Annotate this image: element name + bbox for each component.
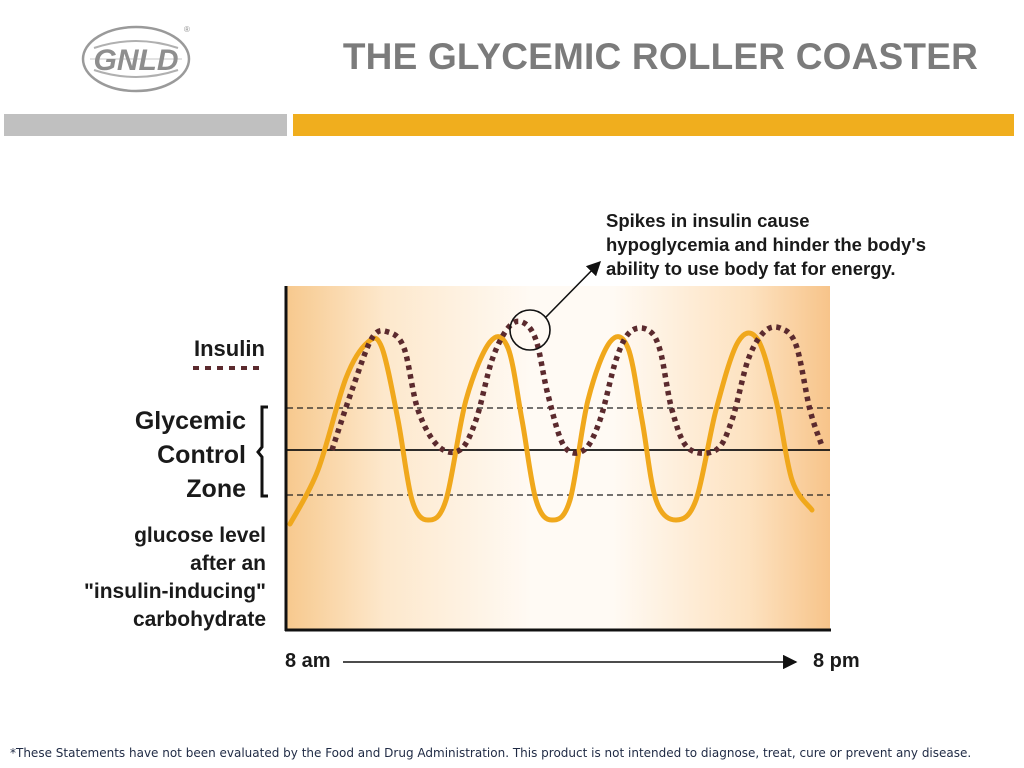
zone-label-line-1: Glycemic (134, 407, 246, 435)
fda-disclaimer: *These Statements have not been evaluate… (10, 746, 972, 760)
insulin-spike-callout: Spikes in insulin cause hypoglycemia and… (606, 209, 926, 281)
registered-mark: ® (184, 25, 190, 34)
glucose-label-line-3: "insulin-inducing" (83, 580, 266, 603)
glucose-curve (287, 330, 815, 527)
glycemic-control-zone-label: Glycemic Control Zone (135, 404, 246, 506)
insulin-curve (329, 318, 825, 457)
header-bar-gray (4, 114, 287, 136)
callout-line-1: Spikes in insulin cause (606, 210, 810, 231)
callout-arrow (545, 260, 602, 318)
insulin-spike-highlight (509, 309, 551, 351)
glucose-curve-label: glucose level after an "insulin-inducing… (84, 522, 266, 634)
zone-label-line-3: Zone (186, 475, 246, 503)
glucose-label-line-1: glucose level (134, 524, 266, 547)
zone-label-line-2: Control (157, 441, 246, 469)
logo-text: GNLD (94, 44, 179, 77)
insulin-legend-label: Insulin (194, 336, 265, 361)
callout-line-2: hypoglycemia and hinder the body's (606, 234, 926, 255)
time-end-label: 8 pm (813, 650, 860, 672)
zone-bracket (256, 405, 268, 498)
slide-title: THE GLYCEMIC ROLLER COASTER (342, 36, 978, 77)
header-bar-gold (293, 114, 1014, 136)
chart-panel (287, 286, 830, 630)
callout-line-3: ability to use body fat for energy. (606, 258, 896, 279)
glucose-label-line-4: carbohydrate (132, 608, 266, 631)
time-start-label: 8 am (285, 650, 331, 672)
glucose-label-line-2: after an (190, 552, 266, 575)
gnld-logo: GNLD ® (81, 25, 191, 93)
